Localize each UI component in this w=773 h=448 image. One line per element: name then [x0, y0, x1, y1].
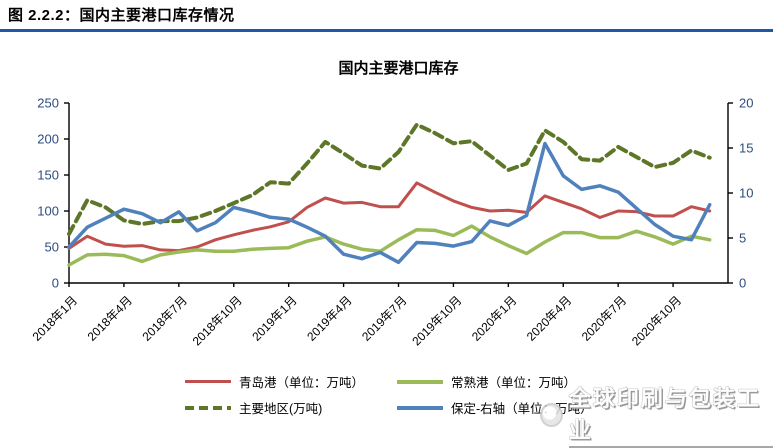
left-axis-tick-label: 0	[52, 276, 59, 291]
chart-canvas: 0 50 100 150 200 250 0 5 10 15 20 2018年1月 2018年4月 201…	[0, 86, 773, 362]
chart-legend: 青岛港（单位：万吨） 常熟港（单位：万吨） 主要地区(万吨) 保定-右轴（单位：…	[0, 366, 773, 424]
right-axis-tick-label: 15	[739, 141, 753, 156]
left-axis-tick-label: 50	[45, 240, 59, 255]
legend-item-changshu: 常熟港（单位：万吨）	[397, 372, 576, 391]
legend-item-baoding: 保定-右轴（单位：万吨）	[397, 398, 593, 417]
x-axis-tick-label: 2020年10月	[629, 293, 684, 348]
x-axis-tick-label: 2018年1月	[30, 293, 80, 343]
x-axis-tick-label: 2020年4月	[524, 293, 574, 343]
left-axis-tick-label: 100	[37, 204, 59, 219]
left-axis-tick-label: 200	[37, 132, 59, 147]
left-axis-tick-label: 150	[37, 168, 59, 183]
legend-item-zhuyaodiqu: 主要地区(万吨)	[185, 398, 322, 417]
x-axis-tick-label: 2018年4月	[85, 293, 135, 343]
x-axis-tick-label: 2020年7月	[579, 293, 629, 343]
legend-label-baoding: 保定-右轴（单位：万吨）	[451, 402, 593, 416]
right-axis-tick-label: 5	[739, 231, 746, 246]
right-axis-tick-label: 0	[739, 276, 746, 291]
header-rule	[0, 29, 773, 32]
x-axis-tick-label: 2018年10月	[190, 293, 245, 348]
right-axis-tick-label: 10	[739, 186, 753, 201]
report-page: 图 2.2.2：国内主要港口库存情况 国内主要港口库存 0 50 100 150 200…	[0, 7, 773, 448]
right-axis-tick-label: 20	[739, 96, 753, 111]
legend-marker-baoding	[397, 405, 443, 410]
legend-item-qingdao: 青岛港（单位：万吨）	[185, 372, 364, 391]
series-line-zhuyaodiqu	[67, 122, 712, 236]
legend-label-zhuyaodiqu: 主要地区(万吨)	[239, 402, 323, 416]
x-axis-tick-label: 2020年1月	[469, 293, 519, 343]
series-line-qingdao	[67, 181, 712, 253]
x-axis-tick-label: 2018年7月	[139, 293, 189, 343]
series-line-changshu	[67, 224, 712, 267]
series-line-baoding	[67, 141, 712, 265]
x-axis-tick-label: 2019年4月	[304, 293, 354, 343]
legend-marker-zhuyaodiqu	[185, 405, 231, 410]
legend-marker-changshu	[397, 379, 443, 384]
chart-title: 国内主要港口库存	[338, 60, 459, 77]
left-axis-tick-label: 250	[37, 96, 59, 111]
figure-label: 图 2.2.2：国内主要港口库存情况	[8, 7, 235, 24]
legend-label-qingdao: 青岛港（单位：万吨）	[239, 376, 365, 390]
legend-marker-qingdao	[185, 380, 231, 383]
x-axis-tick-label: 2019年7月	[359, 293, 409, 343]
x-axis-tick-label: 2019年1月	[249, 293, 299, 343]
legend-label-changshu: 常熟港（单位：万吨）	[451, 376, 577, 390]
x-axis-tick-label: 2019年10月	[409, 293, 464, 348]
